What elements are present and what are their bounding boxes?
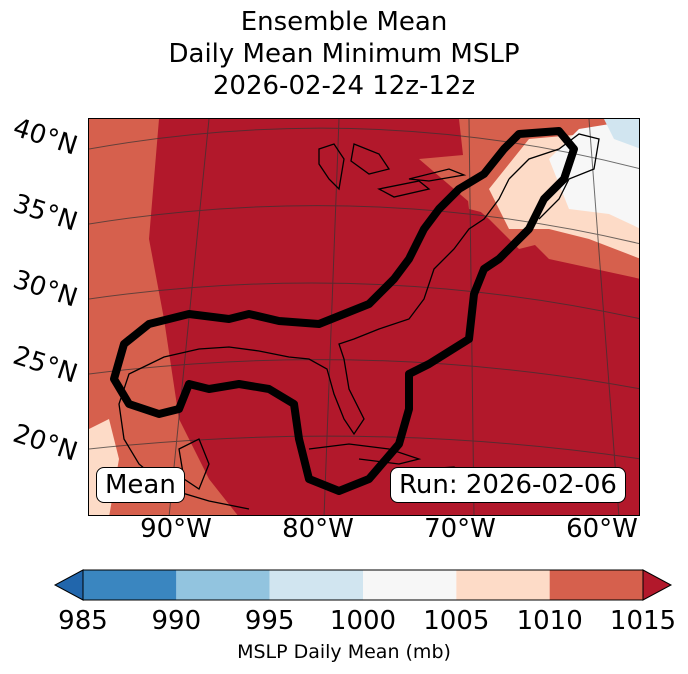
colorbar: [53, 569, 673, 601]
field-over-1015: [149, 119, 639, 515]
map-panel: [88, 118, 640, 516]
coast-lake-michigan: [318, 143, 345, 191]
chart-title-line-1: Ensemble Mean: [240, 7, 448, 37]
colorbar-outline: [82, 569, 644, 601]
field-995-1000: [604, 119, 639, 149]
lat-line-25: [89, 359, 639, 390]
map-svg: [89, 119, 639, 515]
lon-label-90w: 90°W: [140, 514, 212, 544]
chart-title-line-2: Daily Mean Minimum MSLP: [168, 39, 520, 69]
colorbar-bin-1005: [456, 570, 550, 600]
coast-lake-huron: [350, 143, 391, 175]
colorbar-extend-under: [53, 569, 84, 601]
coast-lake-ontario: [408, 168, 467, 182]
colorbar-tick-1010: 1010: [516, 606, 583, 636]
colorbar-extend-over: [642, 569, 673, 601]
chart-title-line-3: 2026-02-24 12z-12z: [212, 71, 476, 101]
contour-outline: [110, 127, 578, 495]
lat-line-35: [89, 205, 639, 245]
lat-label-35: 35°N: [9, 188, 81, 238]
mean-label-box: Mean: [96, 467, 185, 503]
colorbar-tick-1005: 1005: [423, 606, 490, 636]
coast-new-england-canada: [508, 133, 600, 220]
lat-line-20: [89, 435, 639, 460]
colorbar-bin-1010: [549, 570, 643, 600]
colorbar-bin-1000: [363, 570, 457, 600]
colorbar-bin-995: [269, 570, 363, 600]
colorbar-bin-990: [176, 570, 270, 600]
colorbar-tick-990: 990: [151, 606, 202, 636]
lat-label-40: 40°N: [9, 112, 81, 162]
colorbar-tick-995: 995: [244, 606, 295, 636]
lat-label-25: 25°N: [9, 340, 81, 390]
colorbar-label: MSLP Daily Mean (mb): [237, 641, 451, 663]
colorbar-bin-985: [83, 570, 177, 600]
colorbar-tick-1015: 1015: [609, 606, 677, 636]
coast-us-gulf-east: [118, 178, 510, 510]
lon-line-60: [588, 119, 620, 515]
lat-label-20: 20°N: [9, 418, 81, 468]
lon-label-80w: 80°W: [282, 514, 354, 544]
coast-lake-erie: [377, 180, 431, 198]
colorbar-tick-1000: 1000: [329, 606, 397, 636]
lat-label-30: 30°N: [9, 264, 81, 314]
coast-cuba: [308, 443, 422, 465]
lat-line-30: [89, 282, 639, 320]
lon-label-60w: 60°W: [566, 514, 638, 544]
lat-line-40: [89, 127, 639, 170]
colorbar-tick-985: 985: [58, 606, 108, 636]
run-label-box: Run: 2026-02-06: [390, 467, 626, 503]
lon-label-70w: 70°W: [424, 514, 496, 544]
